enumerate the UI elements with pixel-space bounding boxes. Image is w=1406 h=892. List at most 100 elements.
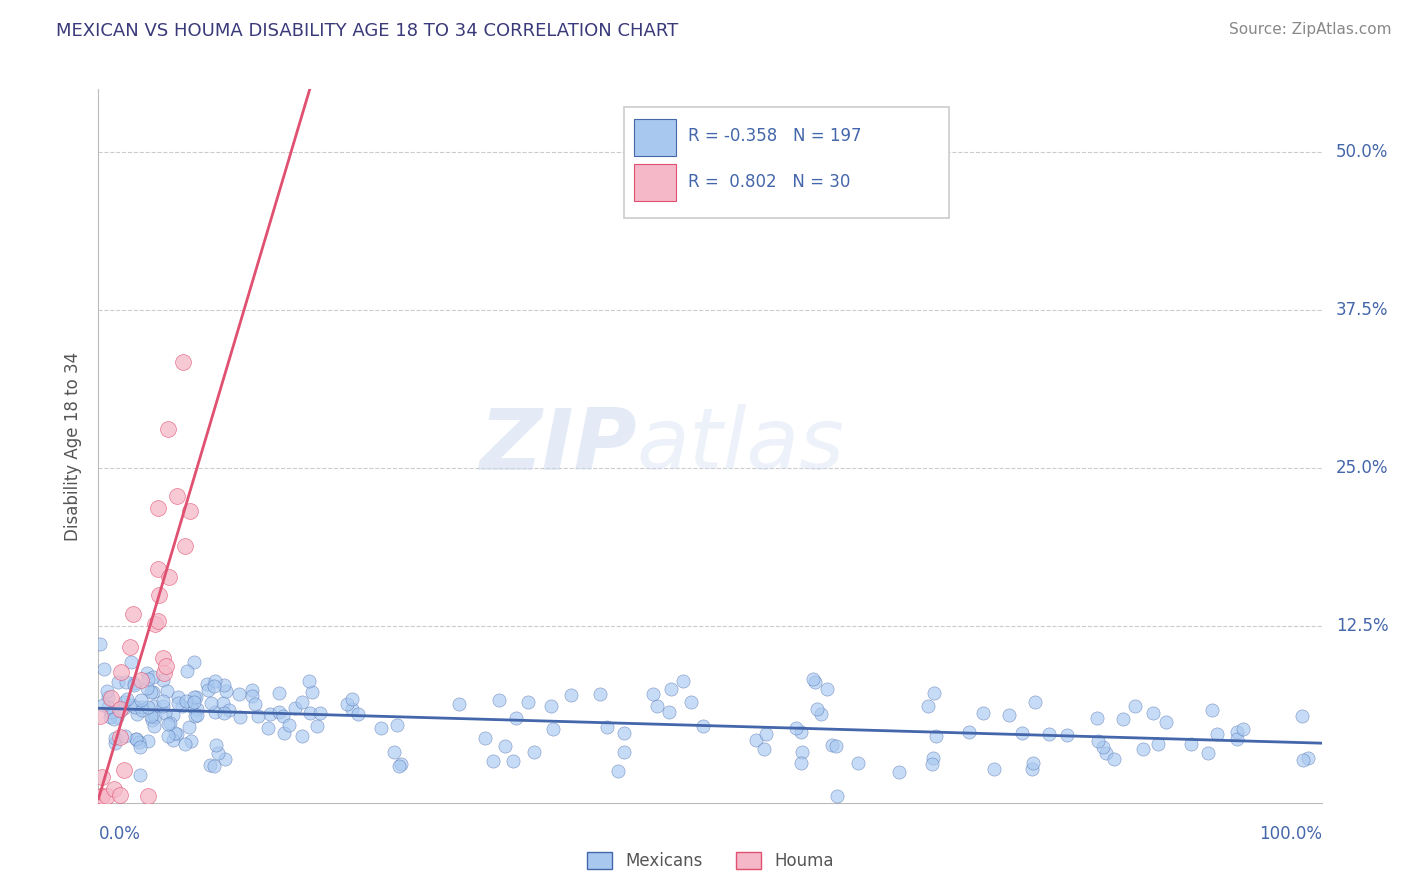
Text: 37.5%: 37.5% <box>1336 301 1388 319</box>
Point <box>307 718 329 732</box>
Point <box>1112 712 1135 726</box>
Text: MEXICAN VS HOUMA DISABILITY AGE 18 TO 34 CORRELATION CHART: MEXICAN VS HOUMA DISABILITY AGE 18 TO 34… <box>56 22 679 40</box>
Point <box>516 695 538 709</box>
Legend: Mexicans, Houma: Mexicans, Houma <box>579 845 841 877</box>
Point <box>1232 722 1254 736</box>
Point <box>474 731 496 746</box>
Point <box>128 767 150 781</box>
Point <box>218 703 240 717</box>
Point <box>212 678 235 692</box>
Point <box>447 697 470 711</box>
Point <box>488 693 510 707</box>
Point <box>153 706 176 720</box>
Point <box>93 662 115 676</box>
Point <box>176 694 198 708</box>
Point <box>112 701 135 715</box>
Point <box>129 673 152 688</box>
Point <box>103 782 125 797</box>
Point <box>502 754 524 768</box>
Y-axis label: Disability Age 18 to 34: Disability Age 18 to 34 <box>65 351 83 541</box>
Point <box>152 651 174 665</box>
Point <box>273 725 295 739</box>
Point <box>1102 752 1125 766</box>
Point <box>120 655 142 669</box>
Point <box>540 699 562 714</box>
Point <box>752 741 775 756</box>
Point <box>541 723 564 737</box>
Text: R = -0.358   N = 197: R = -0.358 N = 197 <box>688 128 862 145</box>
Point <box>647 698 669 713</box>
Point <box>108 704 131 718</box>
Point <box>136 733 159 747</box>
Point <box>211 696 233 710</box>
Point <box>128 735 150 749</box>
Point <box>1087 733 1109 747</box>
Point <box>186 708 208 723</box>
Point <box>152 665 174 680</box>
Point <box>122 676 145 690</box>
Point <box>96 789 118 804</box>
Point <box>212 706 235 721</box>
Text: Source: ZipAtlas.com: Source: ZipAtlas.com <box>1229 22 1392 37</box>
Point <box>112 695 135 709</box>
Point <box>142 685 165 699</box>
FancyBboxPatch shape <box>634 164 676 202</box>
Point <box>180 734 202 748</box>
Point <box>560 688 582 702</box>
Point <box>271 709 294 723</box>
Point <box>972 706 994 721</box>
Point <box>162 708 184 723</box>
Point <box>148 500 170 515</box>
Point <box>157 717 180 731</box>
FancyBboxPatch shape <box>624 107 949 218</box>
Point <box>136 789 159 804</box>
Point <box>152 698 174 713</box>
Point <box>815 681 838 696</box>
Point <box>136 665 159 680</box>
Point <box>131 700 153 714</box>
Point <box>179 504 201 518</box>
Point <box>681 695 703 709</box>
Point <box>672 674 695 689</box>
Point <box>1123 699 1146 714</box>
Point <box>120 640 142 654</box>
Point <box>184 708 207 723</box>
Point <box>146 562 169 576</box>
Point <box>155 683 177 698</box>
Point <box>389 757 412 772</box>
Point <box>589 687 612 701</box>
Point <box>1147 737 1170 751</box>
Point <box>1206 727 1229 741</box>
Point <box>107 675 129 690</box>
Point <box>494 739 516 753</box>
Point <box>240 682 263 697</box>
Point <box>125 731 148 746</box>
Point <box>1226 732 1249 747</box>
Point <box>641 687 664 701</box>
Point <box>792 745 814 759</box>
Point <box>998 707 1021 722</box>
Point <box>103 712 125 726</box>
Point <box>1085 711 1108 725</box>
Point <box>1291 709 1313 723</box>
Point <box>174 539 197 553</box>
Point <box>228 687 250 701</box>
Point <box>197 682 219 697</box>
Point <box>131 703 153 717</box>
Point <box>121 607 143 621</box>
Point <box>921 751 943 765</box>
Point <box>146 614 169 628</box>
Point <box>846 756 869 770</box>
Point <box>124 699 146 714</box>
Point <box>269 705 291 719</box>
Point <box>170 698 193 713</box>
Point <box>125 732 148 747</box>
Point <box>110 731 132 745</box>
Point <box>387 718 409 732</box>
Point <box>108 788 131 802</box>
Point <box>122 678 145 692</box>
Point <box>388 758 411 772</box>
Point <box>821 738 844 752</box>
Point <box>108 702 131 716</box>
Point <box>165 726 187 740</box>
